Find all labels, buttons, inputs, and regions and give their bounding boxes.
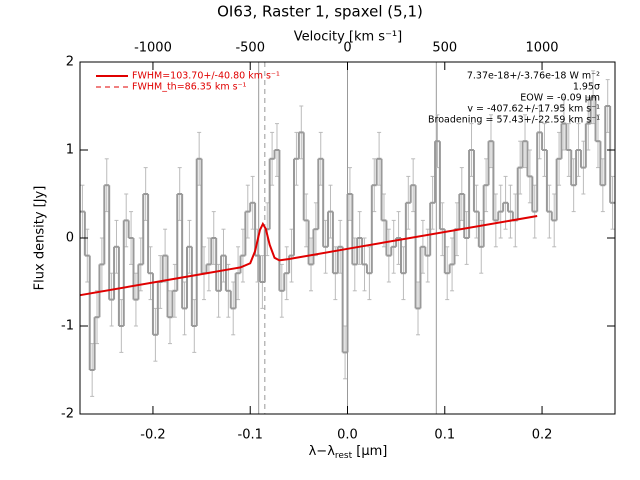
- x-tick-label: -0.2: [140, 428, 165, 443]
- x-label-unit: [μm]: [352, 444, 387, 459]
- chart-title: OI63, Raster 1, spaxel (5,1): [217, 3, 423, 21]
- annotation: v = -407.62+/-17.95 km s⁻¹: [467, 104, 600, 115]
- x2-tick-label: -500: [235, 41, 265, 56]
- legend-label: FWHM_th=86.35 km s⁻¹: [132, 82, 247, 93]
- x-axis-label: λ−λrest [μm]: [309, 444, 388, 461]
- x-tick-label: 0.2: [532, 428, 553, 443]
- x2-tick-label: 0: [343, 41, 351, 56]
- x2-tick-label: 500: [432, 41, 457, 56]
- annotation: EOW = -0.09 μm: [520, 93, 600, 104]
- y-tick-label: -1: [61, 319, 74, 334]
- annotation: 1.95σ: [573, 82, 600, 93]
- annotation: 7.37e-18+/-3.76e-18 W m⁻²: [467, 71, 600, 82]
- x-label-main: λ−λ: [309, 444, 336, 459]
- fit-line: [79, 215, 538, 297]
- y-tick-label: 2: [66, 55, 74, 70]
- x-label-sub: rest: [335, 451, 353, 461]
- x2-tick-label: -1000: [134, 41, 172, 56]
- y-tick-label: -2: [61, 407, 74, 422]
- x2-axis-label: Velocity [km s⁻¹]: [294, 30, 402, 45]
- x-tick-label: 0.1: [434, 428, 455, 443]
- x2-tick-label: 1000: [525, 41, 558, 56]
- x-tick-label: 0.0: [337, 428, 358, 443]
- y-axis-label: Flux density [Jy]: [33, 186, 48, 291]
- y-tick-label: 0: [66, 231, 74, 246]
- legend-label: FWHM=103.70+/-40.80 km s⁻¹: [132, 71, 280, 82]
- x-tick-label: -0.1: [238, 428, 263, 443]
- y-tick-label: 1: [66, 143, 74, 158]
- annotation: Broadening = 57.43+/-22.59 km s⁻¹: [428, 115, 600, 126]
